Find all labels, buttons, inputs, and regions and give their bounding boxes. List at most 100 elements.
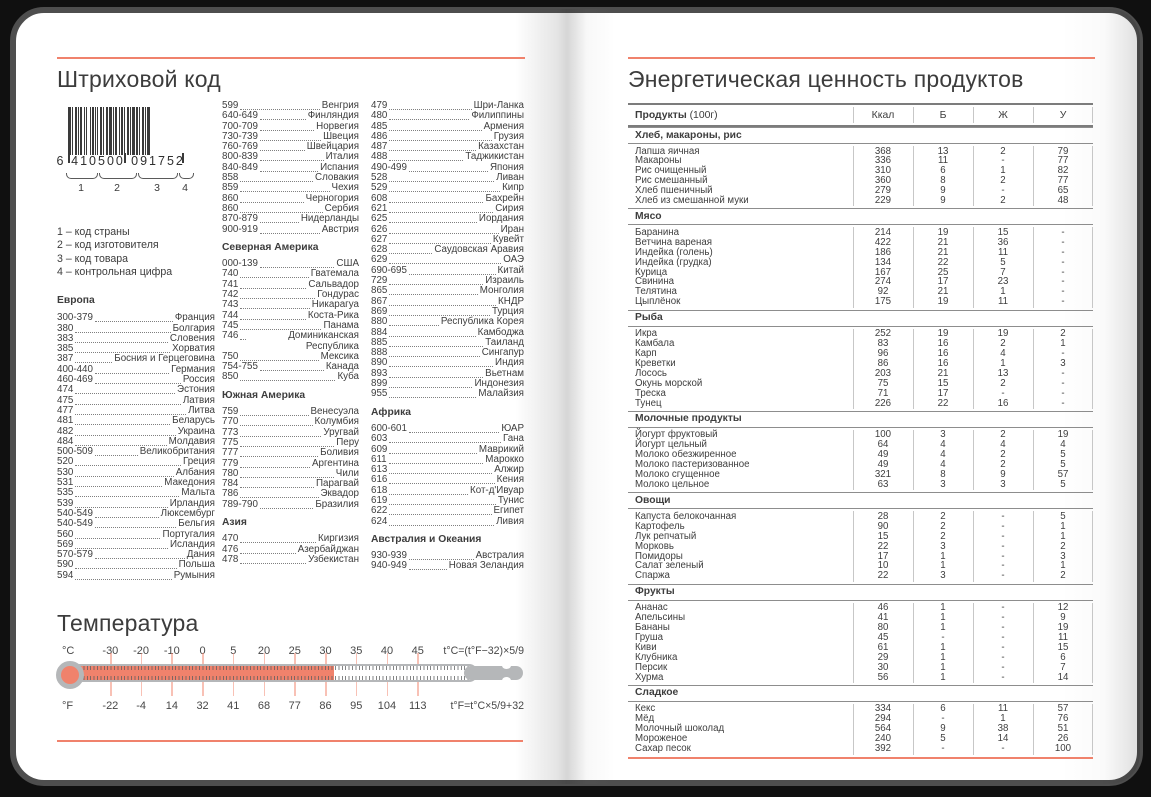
scale-tick-label: 40 xyxy=(380,645,394,657)
barcode-group-number: 4 xyxy=(182,182,188,194)
country-code: 746 xyxy=(222,330,239,342)
column-separator xyxy=(1033,227,1034,308)
country-name: Норвегия xyxy=(316,120,359,132)
country-code-row: 500-509 Великобритания xyxy=(57,446,215,458)
country-code-row: 560 Португалия xyxy=(57,529,215,540)
product-name: Рис очищенный xyxy=(635,165,707,177)
country-code-row: 730-739 Швеция xyxy=(222,131,359,142)
product-name: Лук репчатый xyxy=(635,530,697,542)
country-code: 640-649 xyxy=(222,110,258,122)
thermometer-bulb xyxy=(56,661,84,689)
nutrition-value: 11 xyxy=(997,246,1009,258)
country-name: Казахстан xyxy=(478,141,524,153)
country-code: 930-939 xyxy=(371,550,407,562)
country-name: Тунис xyxy=(497,494,524,506)
country-name: Беларусь xyxy=(172,415,215,427)
dotted-leader xyxy=(240,321,322,330)
nutrition-value: 7 xyxy=(1060,661,1066,673)
product-name: Бананы xyxy=(635,622,670,634)
barcode-legend-line: 3 – код товара xyxy=(57,252,129,265)
nutrition-value: 11 xyxy=(997,296,1009,308)
nutrition-value: 19 xyxy=(1057,622,1069,634)
nutrition-value: 45 xyxy=(877,631,889,643)
column-separator xyxy=(853,511,854,582)
table-row: Хурма 56 1 - 14 xyxy=(628,672,1093,683)
nutrition-value: 17 xyxy=(877,550,889,562)
notebook-spread xyxy=(10,7,1143,786)
country-code-row: 477 Литва xyxy=(57,405,215,416)
product-name: Помидоры xyxy=(635,550,683,562)
nutrition-value: - xyxy=(1061,377,1065,389)
table-row: Телятина 92 21 1 - xyxy=(628,287,1093,297)
country-code-row: 625 Иордания xyxy=(371,213,524,224)
country-code: 750 xyxy=(222,350,239,362)
table-row: Курица 167 25 7 - xyxy=(628,267,1093,278)
country-code-row: 628 Саудовская Аравия xyxy=(371,244,524,256)
nutrition-value: - xyxy=(1001,661,1005,673)
country-code: 385 xyxy=(57,343,74,355)
nutrition-value: 6 xyxy=(940,703,946,715)
nutrition-value: 22 xyxy=(937,397,949,409)
country-code-row: 743 Никарагуа xyxy=(222,300,359,311)
country-code-row: 380 Болгария xyxy=(57,322,215,334)
dotted-leader xyxy=(389,369,484,378)
nutrition-value: 83 xyxy=(877,338,889,350)
country-name: Уругвай xyxy=(323,426,359,438)
dotted-leader xyxy=(389,122,482,131)
table-row: Хлеб из смешанной муки 229 9 2 48 xyxy=(628,196,1093,206)
nutrition-value: 15 xyxy=(937,377,949,389)
dotted-leader xyxy=(389,338,484,347)
table-row: Тунец 226 22 16 - xyxy=(628,397,1093,409)
country-name: Новая Зеландия xyxy=(448,560,524,572)
country-code: 380 xyxy=(57,322,74,334)
country-code-row: 485 Армения xyxy=(371,121,524,132)
nutrition-value: 321 xyxy=(874,469,892,481)
nutrition-value: - xyxy=(941,743,945,755)
header-column-label: Б xyxy=(939,109,947,121)
country-code-row: 742 Гондурас xyxy=(222,289,359,300)
nutrition-value: 1 xyxy=(1000,165,1006,177)
country-code: 300-379 xyxy=(57,312,93,324)
barcode-legend-line: 4 – контрольная цифра xyxy=(57,266,173,279)
dotted-leader xyxy=(240,290,316,300)
table-row: Морковь 22 3 - 2 xyxy=(628,540,1093,552)
scale-tick-label: -20 xyxy=(133,645,150,657)
nutrition-value: 1 xyxy=(1060,560,1066,572)
country-name: Саудовская Аравия xyxy=(434,244,524,256)
country-name: Великобритания xyxy=(139,446,215,458)
table-section-heading: Рыба xyxy=(628,309,1093,326)
country-code: 900-919 xyxy=(222,223,258,235)
table-row: Молочный шоколад 564 9 38 51 xyxy=(628,724,1093,734)
dotted-leader xyxy=(259,214,299,224)
nutrition-value: 5 xyxy=(1060,510,1066,522)
barcode-legend-line: 2 – код изготовителя xyxy=(57,239,159,252)
nutrition-value: 13 xyxy=(997,367,1009,379)
country-code: 741 xyxy=(222,278,239,290)
column-separator xyxy=(853,227,854,308)
region-heading: Европа xyxy=(57,295,95,306)
country-code-row: 800-839 Италия xyxy=(222,152,359,163)
country-code-row: 613 Алжир xyxy=(371,464,524,475)
country-code-row: 640-649 Финляндия xyxy=(222,110,359,122)
product-name: Мороженое xyxy=(635,733,688,745)
nutrition-value: 2 xyxy=(1000,449,1006,461)
country-code-row: 478 Узбекистан xyxy=(222,554,359,565)
table-row: Ананас 46 1 - 12 xyxy=(628,603,1093,613)
dotted-leader xyxy=(240,469,334,478)
dotted-leader xyxy=(240,204,323,213)
country-code-row: 760-769 Швейцария xyxy=(222,141,359,152)
column-separator xyxy=(913,429,914,491)
country-name: Парагвай xyxy=(316,478,359,490)
nutrition-value: - xyxy=(1001,540,1005,552)
dotted-leader xyxy=(389,235,491,244)
product-name: Молоко сгущенное xyxy=(635,469,720,481)
nutrition-value: 65 xyxy=(1057,185,1069,197)
country-code: 940-949 xyxy=(371,560,407,572)
country-name: Коста-Рика xyxy=(307,309,359,321)
country-code: 487 xyxy=(371,141,388,153)
country-code: 626 xyxy=(371,223,388,235)
nutrition-value: 16 xyxy=(937,357,949,369)
country-name: Латвия xyxy=(182,394,215,406)
country-code: 383 xyxy=(57,332,74,344)
country-name: Бахрейн xyxy=(485,192,524,204)
